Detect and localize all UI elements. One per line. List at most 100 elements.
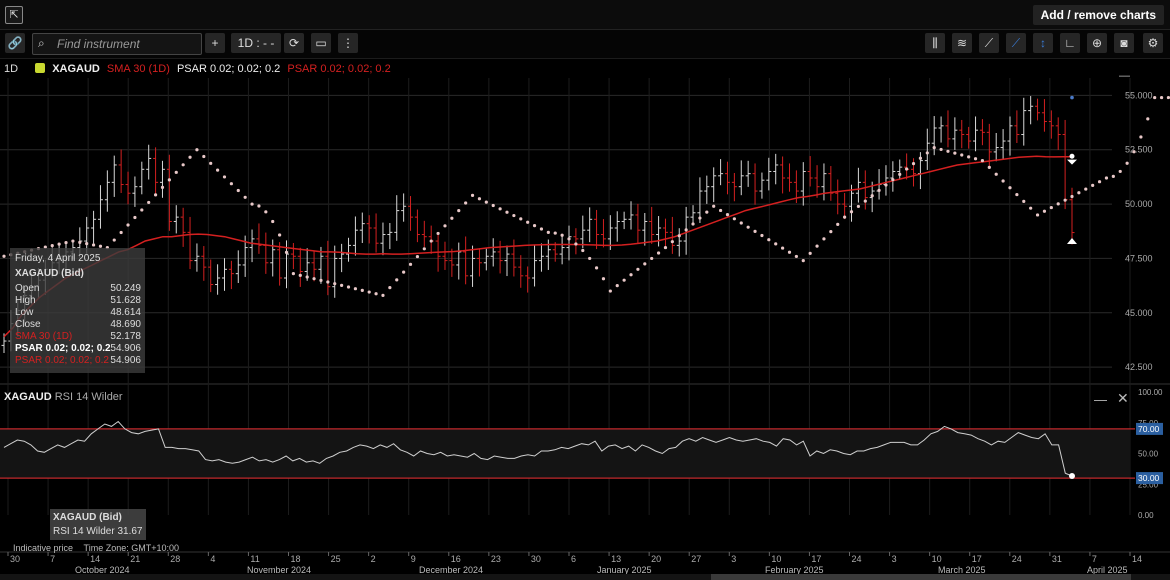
x-day-tick-label: 30	[531, 554, 541, 564]
chart-toolbar: 🔗 ⌕ + 1D : - - ⟳ ▭ ⋮ ⫼ ≋ ⟋ ⟋ ↕ ∟ ⊕ ◙ ⚙	[0, 30, 1170, 59]
chart-type-icon[interactable]: ▭	[311, 33, 331, 53]
tooltip-row-value: 54.906	[110, 343, 141, 354]
tooltip-row-value: 54.906	[110, 355, 141, 366]
timezone-label: Time Zone: GMT+10:00	[83, 543, 180, 553]
tooltip-row-value: 50.249	[110, 283, 141, 294]
psar-dot	[739, 221, 743, 225]
indicators-icon[interactable]: ≋	[952, 33, 972, 53]
x-day-tick-label: 3	[892, 554, 897, 564]
psar-dot	[188, 155, 192, 159]
psar-dot	[436, 231, 440, 236]
psar-dot	[767, 238, 771, 242]
legend-psar-white: PSAR 0.02; 0.02; 0.2	[176, 63, 281, 75]
rsi-tick-label: 50.00	[1138, 450, 1159, 459]
psar-dot	[1159, 95, 1164, 100]
tooltip-row: PSAR 0.02; 0.02; 0.2 54.906	[15, 355, 141, 367]
add-button[interactable]: +	[205, 33, 225, 53]
psar-dot	[64, 240, 68, 245]
x-day-tick-label: 27	[691, 554, 701, 564]
top-bar: ⇱ Add / remove charts	[0, 0, 1170, 30]
psar-dot	[360, 288, 364, 292]
chart-svg[interactable]: 55.00052.50050.00047.50045.00042.500100.…	[0, 58, 1170, 580]
psar-dot	[119, 230, 123, 235]
psar-dot	[753, 229, 757, 233]
psar-dot	[650, 256, 654, 261]
psar-dot	[670, 240, 674, 244]
footer-info: Indicative price Time Zone: GMT+10:00	[13, 543, 179, 553]
psar-dot	[422, 247, 426, 251]
tooltip-row-label: Low	[15, 307, 34, 318]
psar-dot	[532, 224, 537, 228]
minimize-icon[interactable]: —	[1094, 392, 1107, 407]
psar-dot	[539, 227, 544, 231]
rsi-line	[3, 420, 1073, 477]
psar-dot	[1084, 187, 1088, 191]
psar-dot	[450, 216, 454, 220]
psar-dot	[43, 245, 47, 249]
ohlc-bars-icon[interactable]: ⫼	[925, 33, 945, 53]
psar-dot	[553, 231, 557, 235]
psar-dot	[608, 289, 612, 293]
psar-dot	[581, 248, 585, 253]
crosshair-link-icon[interactable]: ⟋	[1006, 33, 1026, 53]
x-month-label: December 2024	[419, 565, 483, 575]
legend-sma: SMA 30 (1D)	[106, 63, 170, 75]
psar-dot	[346, 285, 351, 289]
psar-dot	[1139, 135, 1143, 139]
psar-dot	[498, 207, 502, 211]
psar-dot	[78, 240, 82, 244]
scrollbar-thumb[interactable]	[711, 574, 1131, 580]
psar-dot	[1091, 183, 1095, 187]
add-remove-charts-button[interactable]: Add / remove charts	[1032, 5, 1164, 25]
ohlc-tooltip: Friday, 4 April 2025 XAGAUD (Bid) Open 50…	[10, 248, 145, 373]
psar-dot	[946, 149, 950, 153]
x-day-tick-label: 10	[932, 554, 942, 564]
interval-selector[interactable]: 1D : - -	[231, 33, 281, 53]
psar-dot	[140, 208, 144, 212]
psar-dot	[181, 163, 185, 167]
psar-dot	[656, 251, 661, 255]
link-icon[interactable]: 🔗	[5, 33, 25, 53]
psar-dot	[815, 244, 819, 248]
tooltip-row-label: PSAR 0.02; 0.02; 0.2	[15, 343, 111, 354]
psar-dot	[388, 286, 392, 290]
psar-dot	[57, 242, 61, 246]
search-box: ⌕	[32, 33, 202, 55]
search-input[interactable]	[55, 35, 199, 53]
detach-icon[interactable]: ⇱	[5, 6, 23, 24]
tooltip-row: High 51.628	[15, 295, 141, 307]
camera-icon[interactable]: ◙	[1114, 33, 1134, 53]
panel-minimize-icon[interactable]: —	[1119, 70, 1130, 82]
chart-area-icon[interactable]: ∟	[1060, 33, 1080, 53]
psar-dot	[843, 215, 847, 219]
close-icon[interactable]: ✕	[1117, 390, 1129, 406]
psar-dot	[305, 275, 309, 279]
more-options-icon[interactable]: ⋮	[338, 33, 358, 53]
psar-dot	[684, 228, 688, 232]
psar-dot	[381, 293, 385, 297]
psar-dot	[50, 244, 54, 248]
drawing-line-icon[interactable]: ⟋	[979, 33, 999, 53]
x-day-tick-label: 23	[491, 554, 501, 564]
rsi-tip-symbol: XAGAUD (Bid)	[53, 512, 122, 523]
psar-dot	[1001, 179, 1005, 183]
psar-dot	[870, 194, 874, 198]
psar-dot	[856, 204, 861, 209]
zoom-icon[interactable]: ⊕	[1087, 33, 1107, 53]
psar-dot	[443, 224, 447, 228]
psar-dot	[505, 210, 509, 214]
psar-dot	[512, 213, 516, 218]
psar-dot	[677, 234, 681, 238]
legend-psar-red: PSAR 0.02; 0.02; 0.2	[287, 63, 391, 75]
gear-icon[interactable]: ⚙	[1143, 33, 1163, 53]
refresh-icon[interactable]: ⟳	[284, 33, 304, 53]
rsi-label: RSI 14 Wilder	[54, 391, 123, 403]
psar-dot	[1097, 180, 1102, 184]
search-icon: ⌕	[38, 36, 45, 50]
vertical-measure-icon[interactable]: ↕	[1033, 33, 1053, 53]
psar-dot	[794, 254, 798, 259]
psar-dot	[526, 220, 530, 224]
psar-dot	[1070, 194, 1074, 199]
psar-dot	[367, 290, 371, 294]
psar-dot	[1118, 169, 1122, 174]
